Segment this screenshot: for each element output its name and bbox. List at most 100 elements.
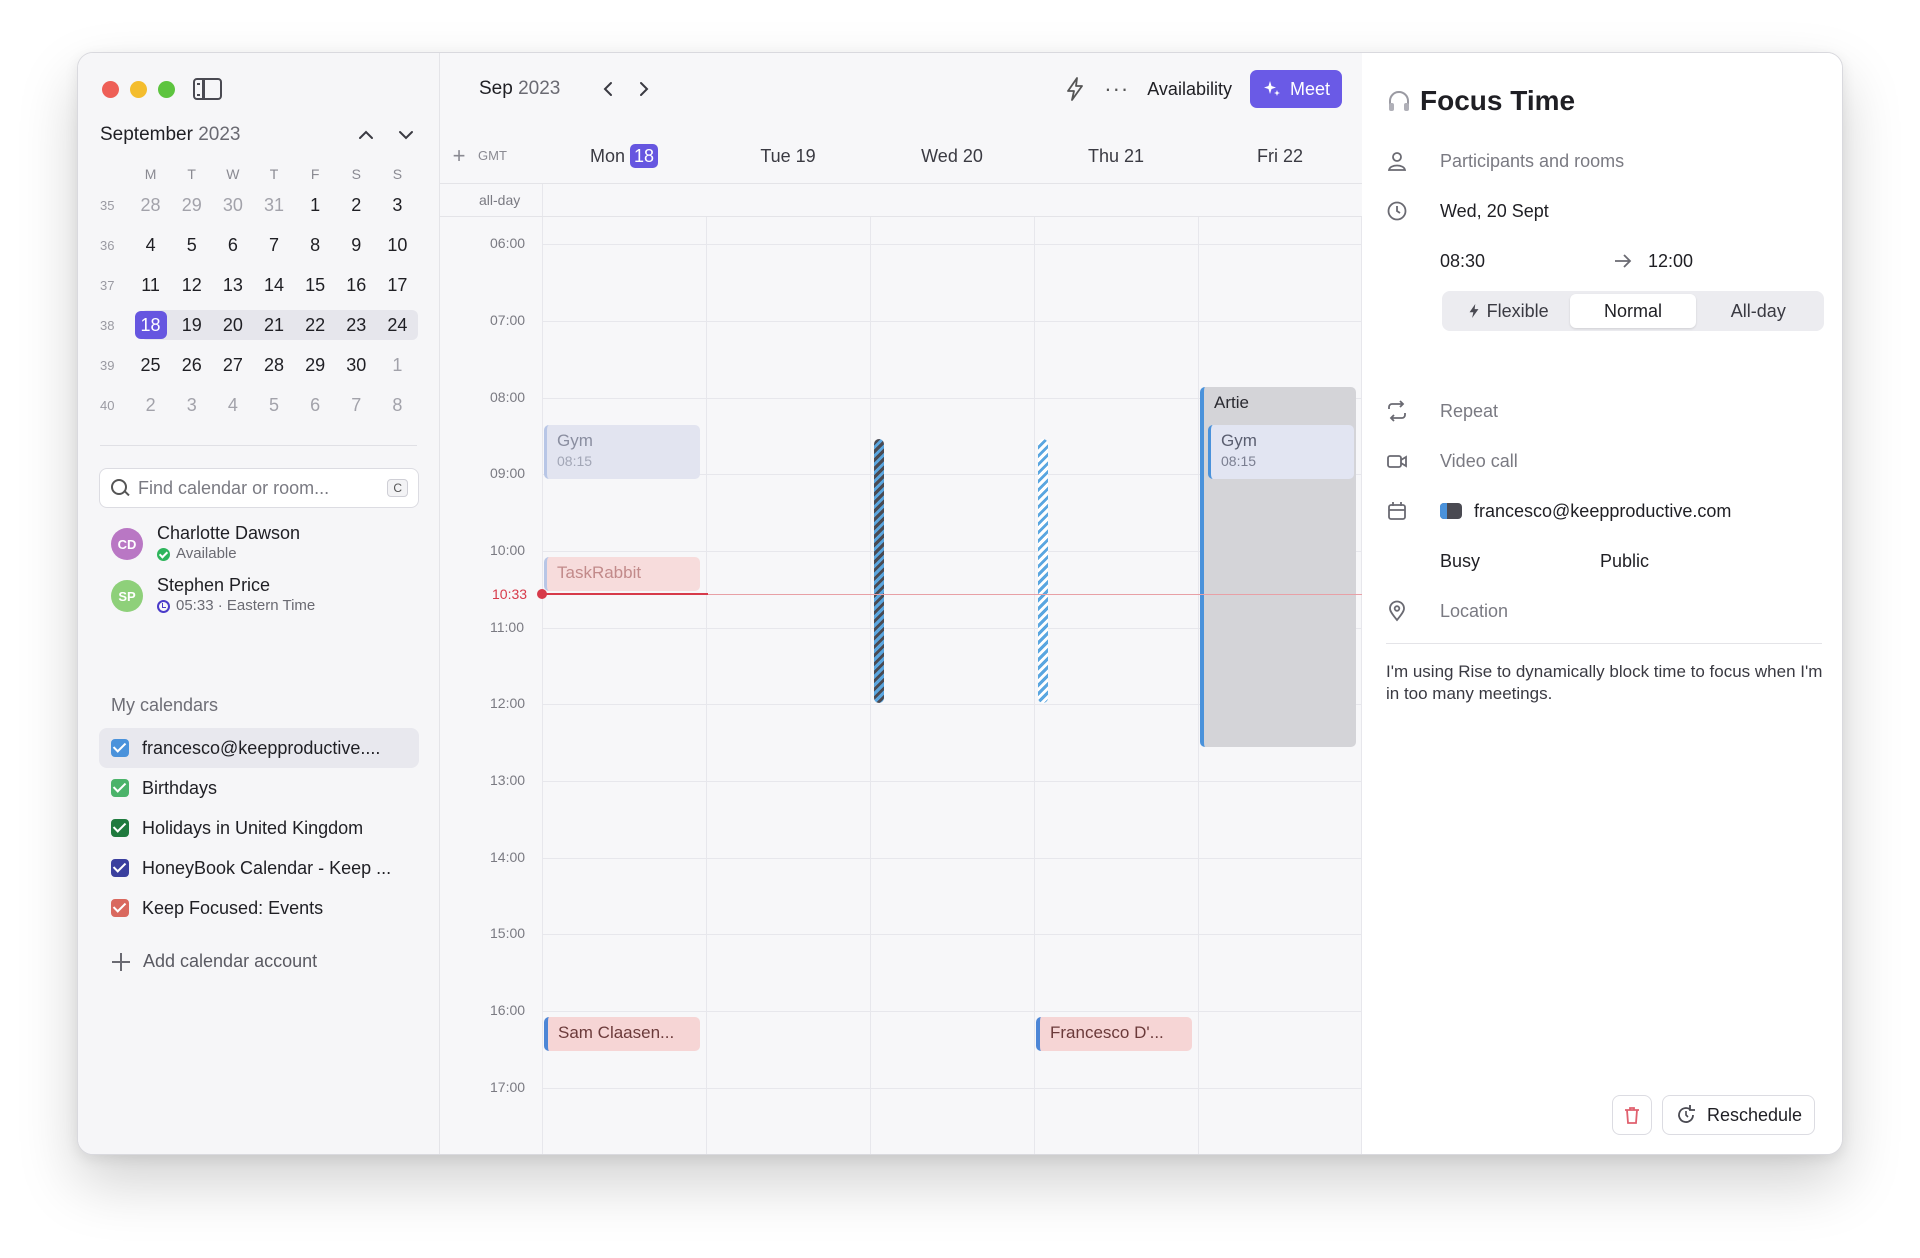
start-time[interactable]: 08:30 bbox=[1440, 250, 1486, 271]
event-sam-claasen[interactable]: Sam Claasen... bbox=[544, 1017, 700, 1051]
location-field[interactable]: Location bbox=[1440, 600, 1509, 621]
day-header-tue[interactable]: Tue 19 bbox=[760, 146, 816, 166]
mini-day[interactable]: 7 bbox=[268, 235, 279, 255]
focus-time-block-wed[interactable] bbox=[874, 439, 884, 703]
checkbox-checked-icon[interactable] bbox=[111, 859, 129, 877]
mode-flexible[interactable]: Flexible bbox=[1445, 294, 1570, 328]
mini-day[interactable]: 1 bbox=[392, 355, 403, 375]
meet-button[interactable]: Meet bbox=[1249, 70, 1342, 108]
calendar-item-keep-focused[interactable]: Keep Focused: Events bbox=[99, 888, 419, 928]
calendar-account[interactable]: francesco@keepproductive.com bbox=[1474, 500, 1732, 521]
event-description[interactable]: I'm using Rise to dynamically block time… bbox=[1386, 662, 1823, 703]
zoom-window-button[interactable] bbox=[158, 81, 175, 98]
reschedule-button[interactable]: Reschedule bbox=[1662, 1095, 1816, 1135]
all-day-row[interactable]: all-day bbox=[440, 183, 1362, 217]
mini-day[interactable]: 14 bbox=[263, 275, 284, 295]
focus-time-block-thu[interactable] bbox=[1038, 439, 1048, 703]
mini-day[interactable]: 30 bbox=[346, 355, 367, 375]
calendar-search[interactable]: Find calendar or room... C bbox=[99, 468, 419, 508]
mini-day[interactable]: 26 bbox=[181, 355, 202, 375]
mini-day[interactable]: 6 bbox=[310, 395, 321, 415]
participants-field[interactable]: Participants and rooms bbox=[1440, 150, 1625, 171]
checkbox-checked-icon[interactable] bbox=[111, 779, 129, 797]
location-row[interactable]: Location bbox=[1386, 591, 1822, 631]
event-title-text[interactable]: Focus Time bbox=[1420, 85, 1576, 116]
mini-day[interactable]: 7 bbox=[351, 395, 362, 415]
mini-day[interactable]: 28 bbox=[140, 195, 161, 215]
mini-day[interactable]: 21 bbox=[263, 315, 284, 335]
mini-day[interactable]: 8 bbox=[392, 395, 403, 415]
mini-day[interactable]: 4 bbox=[227, 395, 238, 415]
chevron-up-icon[interactable] bbox=[355, 121, 377, 149]
calendar-item-holidays[interactable]: Holidays in United Kingdom bbox=[99, 808, 419, 848]
sidebar-toggle-icon[interactable] bbox=[193, 78, 222, 100]
add-calendar-account-button[interactable]: Add calendar account bbox=[111, 951, 317, 972]
bolt-icon[interactable] bbox=[1064, 77, 1086, 101]
mini-day[interactable]: 29 bbox=[305, 355, 326, 375]
mini-day[interactable]: 28 bbox=[263, 355, 284, 375]
mini-day[interactable]: 27 bbox=[222, 355, 243, 375]
mini-day[interactable]: 15 bbox=[305, 275, 326, 295]
time-grid[interactable]: 06:00 07:00 08:00 09:00 10:00 11:00 12:0… bbox=[440, 217, 1362, 1154]
event-gym-friday[interactable]: Gym 08:15 bbox=[1208, 425, 1354, 479]
mini-day[interactable]: 12 bbox=[181, 275, 202, 295]
mini-day[interactable]: 2 bbox=[351, 195, 362, 215]
mini-day[interactable]: 3 bbox=[392, 195, 403, 215]
participants-row[interactable]: Participants and rooms bbox=[1386, 141, 1822, 181]
mode-all-day[interactable]: All-day bbox=[1730, 300, 1786, 321]
mini-day[interactable]: 22 bbox=[305, 315, 326, 335]
add-timezone-button[interactable]: + bbox=[452, 143, 466, 168]
day-header-fri[interactable]: Fri 22 bbox=[1256, 146, 1303, 166]
chevron-right-icon[interactable] bbox=[633, 75, 655, 103]
minimize-window-button[interactable] bbox=[130, 81, 147, 98]
mini-day[interactable]: 9 bbox=[351, 235, 362, 255]
mini-day[interactable]: 8 bbox=[310, 235, 321, 255]
availability-button[interactable]: Availability bbox=[1147, 78, 1232, 99]
event-date[interactable]: Wed, 20 Sept bbox=[1440, 200, 1549, 221]
chevron-left-icon[interactable] bbox=[597, 75, 619, 103]
mini-day[interactable]: 13 bbox=[222, 275, 243, 295]
repeat-row[interactable]: Repeat bbox=[1386, 391, 1822, 431]
mini-day[interactable]: 6 bbox=[227, 235, 238, 255]
mini-day[interactable]: 10 bbox=[387, 235, 408, 255]
more-options-icon[interactable]: ··· bbox=[1104, 76, 1130, 101]
mini-day[interactable]: 2 bbox=[145, 395, 156, 415]
day-header-wed[interactable]: Wed 20 bbox=[921, 146, 983, 166]
visibility-dropdown[interactable]: Public bbox=[1600, 550, 1650, 571]
chevron-down-icon[interactable] bbox=[395, 121, 417, 149]
mini-day[interactable]: 30 bbox=[222, 195, 243, 215]
calendar-item-birthdays[interactable]: Birthdays bbox=[99, 768, 419, 808]
mini-day[interactable]: 31 bbox=[263, 195, 284, 215]
day-header-thu[interactable]: Thu 21 bbox=[1087, 146, 1145, 166]
video-call-field[interactable]: Video call bbox=[1440, 450, 1518, 471]
mini-day[interactable]: 25 bbox=[140, 355, 161, 375]
mini-day[interactable]: 16 bbox=[346, 275, 367, 295]
mini-day[interactable]: 5 bbox=[268, 395, 279, 415]
event-taskrabbit[interactable]: TaskRabbit bbox=[544, 557, 700, 591]
checkbox-checked-icon[interactable] bbox=[111, 819, 129, 837]
mini-day[interactable]: 11 bbox=[141, 275, 160, 295]
mini-day[interactable]: 1 bbox=[310, 195, 321, 215]
busy-status-dropdown[interactable]: Busy bbox=[1440, 550, 1481, 571]
delete-event-button[interactable] bbox=[1612, 1095, 1652, 1135]
mini-day[interactable]: 5 bbox=[186, 235, 197, 255]
video-call-row[interactable]: Video call bbox=[1386, 441, 1822, 481]
mini-day-today[interactable]: 18 bbox=[130, 310, 171, 340]
mini-day[interactable]: 19 bbox=[181, 315, 202, 335]
mini-day[interactable]: 3 bbox=[186, 395, 197, 415]
checkbox-checked-icon[interactable] bbox=[111, 899, 129, 917]
day-header-mon[interactable]: Mon 18 bbox=[542, 135, 706, 177]
person-stephen[interactable]: SP Stephen Price 05:33 · Eastern Time bbox=[111, 574, 315, 616]
mini-day[interactable]: 29 bbox=[181, 195, 202, 215]
mode-normal[interactable]: Normal bbox=[1570, 294, 1696, 328]
close-window-button[interactable] bbox=[102, 81, 119, 98]
date-row[interactable]: Wed, 20 Sept bbox=[1386, 191, 1822, 231]
end-time[interactable]: 12:00 bbox=[1648, 250, 1694, 271]
event-gym-monday[interactable]: Gym 08:15 bbox=[544, 425, 700, 479]
calendar-item-honeybook[interactable]: HoneyBook Calendar - Keep ... bbox=[99, 848, 419, 888]
repeat-field[interactable]: Repeat bbox=[1440, 400, 1499, 421]
calendar-row[interactable]: francesco@keepproductive.com bbox=[1386, 491, 1822, 531]
mini-day[interactable]: 24 bbox=[387, 315, 408, 335]
mini-day[interactable]: 20 bbox=[222, 315, 243, 335]
mini-day[interactable]: 4 bbox=[145, 235, 156, 255]
